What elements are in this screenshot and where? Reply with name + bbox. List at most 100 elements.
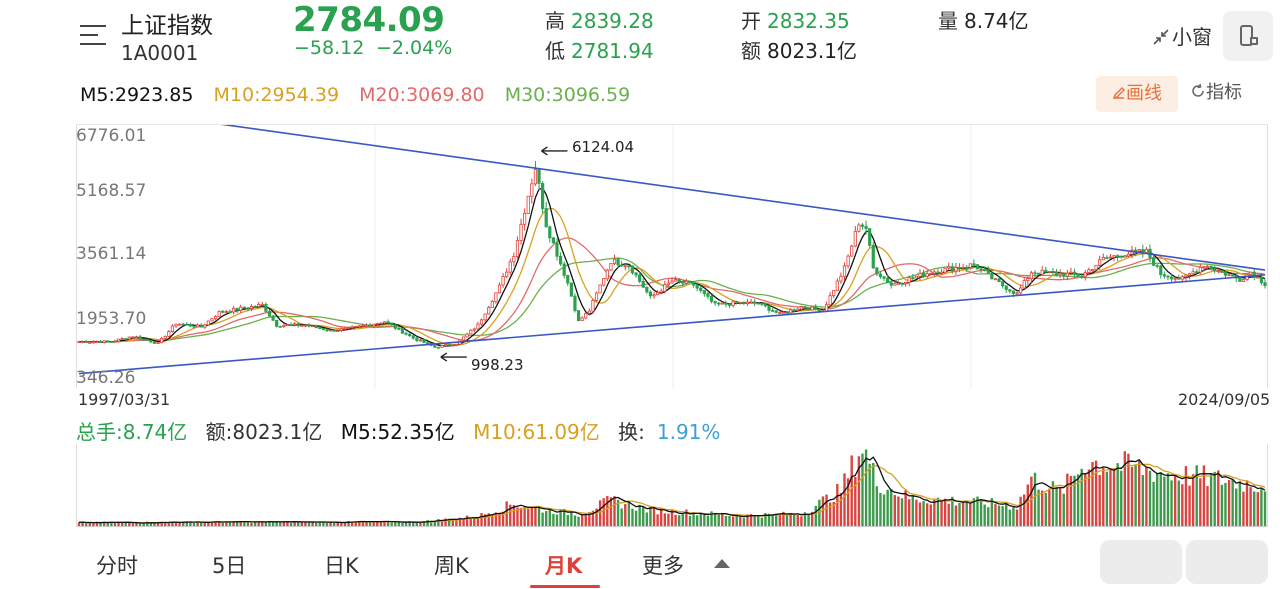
landscape-button[interactable] <box>1223 11 1273 61</box>
volume-bar <box>534 507 537 526</box>
floating-button-right[interactable] <box>1186 540 1268 584</box>
price-change: −58.12 <box>294 37 365 59</box>
candle-body <box>681 281 685 284</box>
volume-bar <box>624 504 627 526</box>
volume-bar <box>228 521 232 526</box>
volume-bar <box>580 514 584 526</box>
volume-bar <box>828 502 832 526</box>
candle-body <box>1137 249 1141 252</box>
volume-bar <box>979 499 983 526</box>
candle-body <box>857 224 861 232</box>
volume-bar <box>1084 474 1087 526</box>
candle-body <box>1180 276 1184 280</box>
volume-bar <box>1120 470 1123 526</box>
volume-bar <box>785 515 789 526</box>
volume-bar <box>1087 469 1091 526</box>
volume-bar <box>1055 487 1058 526</box>
volume-bar <box>451 520 454 526</box>
candle-body <box>116 338 121 342</box>
candle-body <box>196 324 200 328</box>
volume-bar <box>900 498 904 526</box>
candle-body <box>1220 270 1224 273</box>
phone-icon <box>1240 25 1253 46</box>
candle-body <box>163 335 167 339</box>
volume-bar <box>721 513 724 526</box>
candle-body <box>260 303 264 306</box>
indicator-button[interactable]: 指标 <box>1190 78 1242 104</box>
volume-bar <box>792 514 796 526</box>
volume-bar <box>890 488 893 526</box>
volume-bar <box>645 512 649 526</box>
candle-body <box>1205 265 1210 268</box>
start-date: 1997/03/31 <box>78 390 171 409</box>
tab-more[interactable]: 更多 <box>642 554 684 578</box>
kline-chart[interactable] <box>76 124 1268 389</box>
volume-bar <box>1177 480 1180 526</box>
candle-body <box>174 323 178 327</box>
volume-bar <box>404 521 408 526</box>
volume-bar <box>476 518 480 526</box>
candle-body <box>386 321 390 324</box>
volume-bar <box>196 522 199 526</box>
candle-body <box>541 182 545 209</box>
volume-bar <box>1260 488 1263 526</box>
candle-body <box>368 324 372 327</box>
candle-body <box>864 225 868 229</box>
volume-bar <box>1231 478 1234 526</box>
candle-body <box>451 344 455 347</box>
candle-body <box>411 335 415 339</box>
volume-bar <box>1155 473 1159 526</box>
pencil-icon <box>1112 87 1125 100</box>
volume-bar <box>613 496 616 526</box>
volume-bar <box>523 506 526 526</box>
volume-bar <box>131 523 135 526</box>
candle-body <box>803 306 807 309</box>
volume-bar <box>1001 506 1004 526</box>
candle-body <box>131 336 135 339</box>
volume-chart[interactable] <box>76 444 1268 527</box>
volume-bar <box>1253 491 1256 526</box>
tab-intraday[interactable]: 分时 <box>96 554 138 578</box>
volume-bar <box>681 514 684 526</box>
volume-bar <box>250 522 253 526</box>
candle-body <box>1216 270 1220 272</box>
volume-bar <box>264 521 268 526</box>
floating-button-left[interactable] <box>1100 540 1182 584</box>
volume-bar <box>120 522 124 526</box>
volume-bar <box>1199 478 1202 526</box>
candle-body <box>408 333 412 337</box>
volume-bar <box>329 521 332 526</box>
candle-body <box>80 341 85 343</box>
mini-window-button[interactable]: 小窗 <box>1152 21 1212 50</box>
tab-monthly-k[interactable]: 月K <box>545 554 583 578</box>
candle-body <box>472 328 476 331</box>
menu-icon[interactable] <box>80 22 108 48</box>
candle-body <box>109 341 113 343</box>
tab-weekly-k[interactable]: 周K <box>434 554 469 578</box>
candle-body <box>231 307 236 313</box>
tab-5day[interactable]: 5日 <box>212 554 247 578</box>
expand-up-icon[interactable] <box>714 559 730 568</box>
volume-bar <box>836 483 839 526</box>
volume-bar <box>562 508 566 526</box>
candle-body <box>501 276 505 286</box>
candle-body <box>465 333 469 338</box>
candle-body <box>84 341 88 343</box>
draw-line-button[interactable]: 画线 <box>1096 76 1178 112</box>
volume-bar <box>221 522 224 526</box>
candle-body <box>328 329 333 332</box>
candle-body <box>1019 287 1023 294</box>
volume-bar <box>487 513 490 526</box>
volume-bar <box>990 498 994 526</box>
candle-body <box>893 283 897 286</box>
volume-bar <box>749 514 753 526</box>
candle-body <box>1015 292 1019 295</box>
volume-bar <box>854 476 857 526</box>
candle-body <box>357 325 361 328</box>
volume-bar <box>631 508 634 526</box>
candle-body <box>1223 271 1228 276</box>
tab-daily-k[interactable]: 日K <box>324 554 359 578</box>
candle-body <box>469 329 473 335</box>
volume-bar <box>1224 482 1227 526</box>
volume-bar <box>1130 466 1134 526</box>
